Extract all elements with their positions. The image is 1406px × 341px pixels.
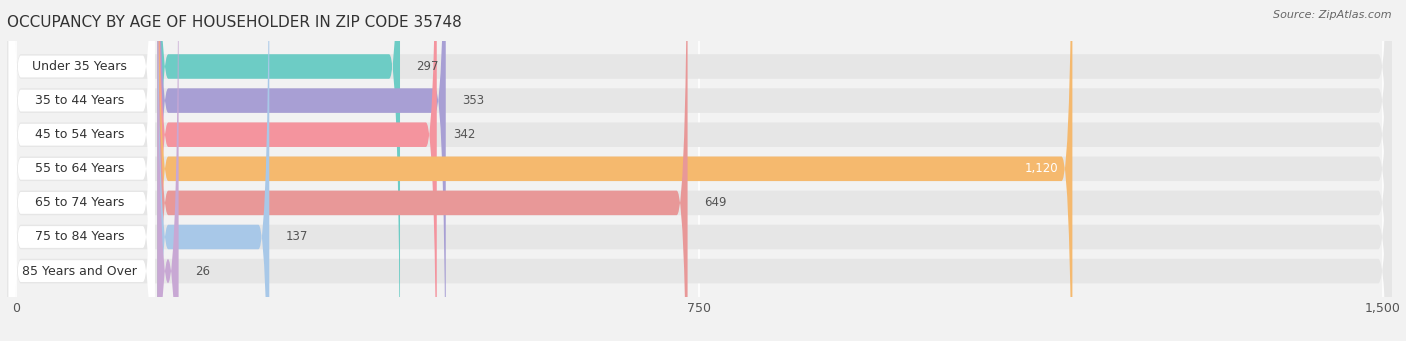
FancyBboxPatch shape <box>157 0 401 341</box>
Text: 1,120: 1,120 <box>1025 162 1059 175</box>
Text: 353: 353 <box>463 94 484 107</box>
FancyBboxPatch shape <box>157 0 446 341</box>
FancyBboxPatch shape <box>7 0 1392 341</box>
Text: 137: 137 <box>285 231 308 243</box>
Text: 65 to 74 Years: 65 to 74 Years <box>35 196 124 209</box>
Text: 45 to 54 Years: 45 to 54 Years <box>35 128 124 141</box>
Text: 35 to 44 Years: 35 to 44 Years <box>35 94 124 107</box>
Text: 342: 342 <box>453 128 475 141</box>
FancyBboxPatch shape <box>7 0 1392 341</box>
FancyBboxPatch shape <box>8 0 155 341</box>
FancyBboxPatch shape <box>157 0 1073 341</box>
FancyBboxPatch shape <box>157 0 437 341</box>
Text: Source: ZipAtlas.com: Source: ZipAtlas.com <box>1274 10 1392 20</box>
FancyBboxPatch shape <box>7 0 1392 341</box>
FancyBboxPatch shape <box>157 0 688 341</box>
FancyBboxPatch shape <box>7 0 1392 341</box>
Text: 26: 26 <box>195 265 209 278</box>
FancyBboxPatch shape <box>7 0 1392 341</box>
Text: 649: 649 <box>704 196 727 209</box>
FancyBboxPatch shape <box>8 0 155 341</box>
Text: 55 to 64 Years: 55 to 64 Years <box>35 162 124 175</box>
Text: 297: 297 <box>416 60 439 73</box>
FancyBboxPatch shape <box>8 0 155 341</box>
FancyBboxPatch shape <box>7 0 1392 341</box>
FancyBboxPatch shape <box>157 0 179 341</box>
FancyBboxPatch shape <box>157 0 270 341</box>
FancyBboxPatch shape <box>8 0 155 341</box>
Text: 85 Years and Over: 85 Years and Over <box>22 265 136 278</box>
Text: Under 35 Years: Under 35 Years <box>32 60 127 73</box>
FancyBboxPatch shape <box>8 0 155 341</box>
FancyBboxPatch shape <box>8 0 155 341</box>
FancyBboxPatch shape <box>7 0 1392 341</box>
FancyBboxPatch shape <box>8 0 155 341</box>
Text: OCCUPANCY BY AGE OF HOUSEHOLDER IN ZIP CODE 35748: OCCUPANCY BY AGE OF HOUSEHOLDER IN ZIP C… <box>7 15 461 30</box>
Text: 75 to 84 Years: 75 to 84 Years <box>35 231 124 243</box>
